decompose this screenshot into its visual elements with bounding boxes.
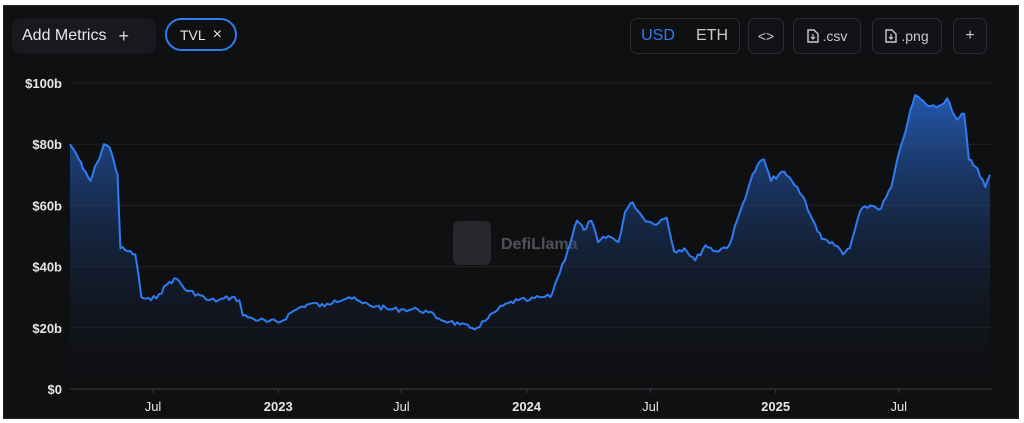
metric-pill-label: TVL bbox=[179, 26, 206, 43]
chart-panel: Add Metrics + TVL × USD ETH <> .csv .p bbox=[3, 5, 1019, 419]
more-options-button[interactable]: + bbox=[953, 18, 987, 54]
tvl-line bbox=[69, 94, 991, 331]
y-tick-label: $0 bbox=[48, 382, 62, 397]
y-axis: $0 $20b $40b $60b $80b $100b bbox=[25, 76, 62, 397]
download-csv-button[interactable]: .csv bbox=[793, 18, 861, 54]
y-tick-label: $40b bbox=[32, 260, 62, 275]
y-tick-label: $20b bbox=[32, 321, 62, 336]
x-tick-label: Jul bbox=[890, 399, 907, 414]
metric-pill-tvl[interactable]: TVL × bbox=[165, 18, 237, 51]
tvl-area-chart: DefiLlama $0 $20b $40b $60b $80b $100b Jul 202… bbox=[25, 76, 992, 414]
x-tick-label: Jul bbox=[642, 399, 659, 414]
download-png-button[interactable]: .png bbox=[872, 18, 942, 54]
chart-toolbar: Add Metrics + TVL × USD ETH <> .csv .p bbox=[4, 6, 1018, 62]
y-tick-label: $100b bbox=[25, 76, 62, 91]
embed-button[interactable]: <> bbox=[748, 18, 784, 54]
currency-eth-option[interactable]: ETH bbox=[696, 27, 728, 44]
llama-logo-icon bbox=[453, 221, 491, 265]
x-tick-label: Jul bbox=[145, 399, 162, 414]
add-metrics-button[interactable]: Add Metrics + bbox=[12, 18, 156, 54]
y-tick-label: $60b bbox=[32, 198, 62, 213]
watermark: DefiLlama bbox=[453, 221, 578, 265]
csv-label: .csv bbox=[822, 28, 848, 44]
x-tick-label: Jul bbox=[393, 399, 410, 414]
x-tick-label: 2023 bbox=[264, 399, 293, 414]
currency-usd-option[interactable]: USD bbox=[641, 27, 675, 44]
file-icon bbox=[885, 29, 898, 43]
plus-icon: + bbox=[965, 27, 975, 44]
close-icon[interactable]: × bbox=[212, 25, 223, 43]
plus-icon: + bbox=[118, 25, 129, 46]
file-icon bbox=[806, 29, 819, 43]
code-icon: <> bbox=[757, 28, 775, 44]
png-label: .png bbox=[901, 28, 929, 44]
x-axis: Jul 2023 Jul 2024 Jul 2025 Jul bbox=[145, 389, 907, 414]
x-tick-label: 2025 bbox=[761, 399, 790, 414]
x-tick-label: 2024 bbox=[512, 399, 542, 414]
y-tick-label: $80b bbox=[32, 137, 62, 152]
currency-toggle: USD ETH bbox=[630, 18, 740, 54]
add-metrics-label: Add Metrics bbox=[22, 27, 107, 44]
watermark-text: DefiLlama bbox=[501, 236, 578, 253]
tvl-area bbox=[70, 95, 990, 389]
